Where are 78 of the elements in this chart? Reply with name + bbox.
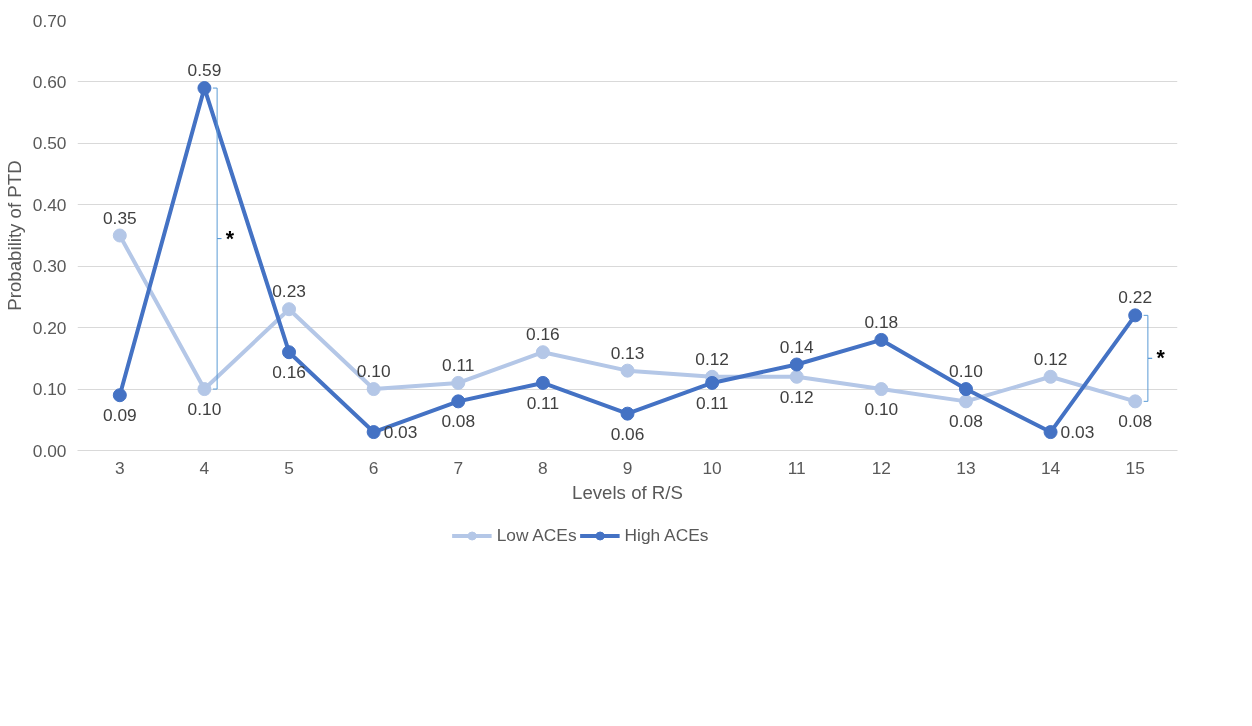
data-label: 0.10 [864, 399, 899, 420]
x-tick-label: 15 [1125, 457, 1145, 478]
data-label: 0.14 [779, 336, 814, 357]
y-tick-label: 0.40 [32, 194, 67, 215]
point [112, 228, 127, 243]
data-label: 0.22 [1118, 287, 1153, 308]
x-tick-label: 12 [871, 457, 891, 478]
data-label: 0.23 [272, 281, 306, 302]
y-tick-label: 0.20 [32, 317, 67, 338]
data-label: 0.03 [1060, 422, 1095, 443]
point [1043, 369, 1058, 384]
y-tick-label: 0.50 [32, 133, 67, 154]
data-label: 0.12 [779, 386, 814, 407]
data-label: 0.11 [442, 354, 475, 375]
data-label: 0.59 [187, 60, 222, 81]
legend-label: High ACEs [624, 524, 709, 546]
point [958, 394, 973, 409]
point [535, 375, 550, 390]
point [789, 369, 804, 384]
point [282, 345, 297, 360]
data-label: 0.13 [610, 342, 645, 363]
point [874, 332, 889, 347]
legend-label: Low ACEs [496, 524, 577, 546]
point [366, 425, 381, 440]
x-tick-label: 11 [787, 457, 806, 478]
point [958, 382, 973, 397]
point [1043, 425, 1058, 440]
x-tick-label: 3 [114, 457, 125, 478]
x-tick-label: 13 [956, 457, 976, 478]
x-tick-label: 5 [284, 457, 294, 478]
point [535, 345, 550, 360]
data-label: 0.08 [1118, 411, 1153, 432]
data-label: 0.16 [526, 324, 560, 345]
x-tick-label: 4 [199, 457, 210, 478]
x-axis-title: Levels of R/S [572, 481, 683, 503]
y-axis-title: Probability of PTD [3, 160, 25, 311]
point [620, 363, 635, 378]
point [366, 382, 381, 397]
x-tick-label: 10 [702, 457, 722, 478]
data-label: 0.35 [102, 207, 137, 228]
point [112, 388, 127, 403]
data-label: 0.10 [187, 399, 222, 420]
data-label: 0.12 [1033, 348, 1068, 369]
x-tick-label: 7 [453, 457, 464, 478]
data-label: 0.16 [272, 362, 306, 383]
point [1128, 308, 1143, 323]
data-label: 0.18 [864, 311, 899, 332]
point [451, 394, 466, 409]
point [874, 382, 889, 397]
annotation: * [225, 226, 235, 251]
y-tick-label: 0.00 [32, 440, 67, 461]
point [282, 302, 297, 317]
data-label: 0.08 [949, 411, 983, 432]
point [789, 357, 804, 372]
x-tick-label: 6 [368, 457, 379, 478]
y-tick-label: 0.70 [32, 10, 67, 31]
point [705, 375, 720, 390]
x-tick-label: 8 [538, 457, 548, 478]
point [451, 375, 466, 390]
data-label: 0.10 [356, 361, 391, 382]
data-label: 0.09 [102, 405, 137, 426]
y-tick-label: 0.60 [32, 71, 67, 92]
point [1128, 394, 1143, 409]
point [197, 382, 212, 397]
x-tick-label: 14 [1040, 457, 1061, 478]
data-label: 0.08 [441, 411, 476, 432]
point [197, 81, 212, 96]
x-tick-label: 9 [622, 457, 633, 478]
y-tick-label: 0.30 [32, 256, 67, 277]
data-label: 0.10 [949, 361, 983, 382]
data-label: 0.12 [695, 348, 729, 369]
data-label: 0.11 [526, 392, 560, 413]
annotation: * [1156, 346, 1166, 371]
data-label: 0.03 [383, 422, 418, 443]
data-label: 0.11 [695, 392, 729, 413]
point [620, 406, 635, 421]
data-label: 0.06 [610, 423, 645, 444]
y-tick-label: 0.10 [32, 379, 67, 400]
